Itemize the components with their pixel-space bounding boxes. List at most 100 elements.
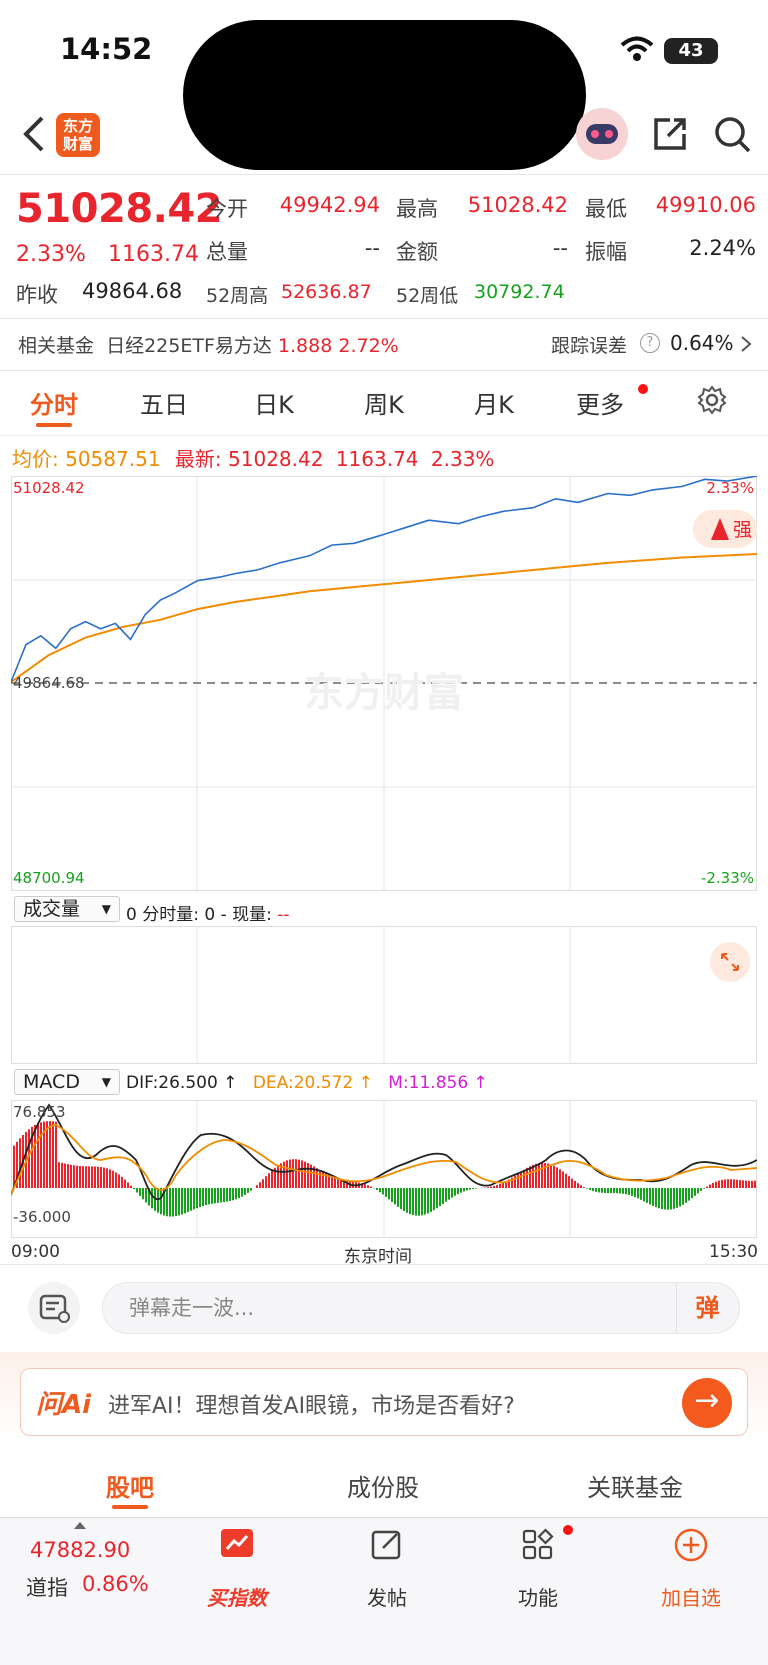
dow-index-value[interactable]: 47882.90: [30, 1538, 131, 1562]
axis-top-pct: 2.33%: [706, 479, 754, 497]
tab-weekly-k[interactable]: 周K: [364, 391, 404, 419]
macd-bar: [244, 1188, 246, 1195]
macd-bar: [217, 1188, 219, 1203]
macd-bar: [496, 1185, 498, 1188]
tab-related-funds[interactable]: 关联基金: [587, 1474, 683, 1502]
macd-bar: [652, 1188, 654, 1206]
notification-dot: [638, 384, 648, 394]
tab-five-day[interactable]: 五日: [140, 391, 188, 419]
macd-bar: [361, 1183, 363, 1188]
help-icon[interactable]: ?: [640, 333, 660, 353]
macd-bar: [46, 1121, 48, 1188]
macd-bar: [694, 1188, 696, 1196]
latest-value: 51028.42: [228, 447, 324, 471]
macd-bar: [241, 1188, 243, 1197]
macd-indicator-dropdown[interactable]: MACD ▼: [14, 1069, 120, 1095]
macd-dif: DIF:26.500 ↑: [126, 1073, 238, 1093]
macd-bar: [295, 1159, 297, 1188]
share-icon[interactable]: [650, 114, 690, 158]
macd-bar: [169, 1188, 171, 1217]
macd-bar: [748, 1180, 750, 1188]
macd-bar: [505, 1181, 507, 1188]
low-value: 49910.06: [655, 193, 756, 217]
tab-intraday[interactable]: 分时: [30, 391, 78, 419]
avg-value: 50587.51: [65, 447, 161, 471]
volume-chart[interactable]: [11, 926, 757, 1064]
macd-bar: [133, 1188, 135, 1190]
macd-bar: [715, 1181, 717, 1188]
fund-label: 相关基金: [18, 335, 95, 357]
macd-bar: [31, 1126, 33, 1188]
strong-badge[interactable]: 强: [693, 510, 757, 548]
search-icon[interactable]: [712, 114, 752, 158]
macd-bar: [574, 1180, 576, 1188]
macd-bar: [451, 1188, 453, 1198]
macd-bar: [184, 1188, 186, 1214]
back-icon[interactable]: [20, 114, 48, 158]
tab-constituents[interactable]: 成份股: [347, 1474, 419, 1502]
tab-active-indicator: [36, 423, 72, 427]
danmaku-input[interactable]: 弹幕走一波...: [102, 1282, 740, 1334]
macd-bar: [442, 1188, 444, 1204]
intraday-price-chart[interactable]: 东方财富 51028.42 49864.68 48700.94 2.33% -2…: [11, 476, 757, 891]
arrow-right-icon[interactable]: →: [682, 1378, 732, 1428]
macd-bar: [634, 1188, 636, 1198]
dynamic-island: [183, 20, 586, 170]
ai-banner[interactable]: [20, 1368, 748, 1436]
macd-chart[interactable]: 76.853 -36.000: [11, 1100, 757, 1238]
up-arrow-icon: [74, 1522, 86, 1529]
time-axis-end: 15:30: [709, 1242, 758, 1262]
macd-bar: [511, 1177, 513, 1188]
macd-bar: [415, 1188, 417, 1216]
related-fund-row[interactable]: 相关基金 日经225ETF易方达 1.888 2.72%: [18, 331, 399, 358]
macd-bar: [28, 1129, 30, 1188]
macd-bar: [52, 1121, 54, 1188]
settings-gear-icon[interactable]: [696, 384, 728, 420]
macd-bar: [697, 1188, 699, 1194]
latest-label: 最新:: [174, 447, 222, 471]
macd-bar: [193, 1188, 195, 1210]
time-axis-label: 东京时间: [344, 1247, 412, 1267]
expand-icon[interactable]: [710, 942, 750, 982]
dow-index-pct[interactable]: 0.86%: [82, 1572, 149, 1596]
macd-bar: [706, 1186, 708, 1188]
robot-assistant-icon[interactable]: [576, 108, 628, 160]
macd-bar: [736, 1179, 738, 1188]
tab-stock-forum[interactable]: 股吧: [106, 1474, 154, 1502]
app-logo[interactable]: 东方财富: [56, 113, 100, 157]
macd-bar: [100, 1167, 102, 1188]
macd-bar: [265, 1176, 267, 1188]
macd-bar: [562, 1171, 564, 1188]
macd-bar: [607, 1188, 609, 1194]
bottom-tab-indicator: [112, 1505, 148, 1509]
macd-bar: [499, 1183, 501, 1188]
macd-bar: [208, 1188, 210, 1205]
macd-bar: [307, 1163, 309, 1188]
macd-bar: [259, 1182, 261, 1188]
danmaku-send-button[interactable]: 弹: [676, 1283, 738, 1333]
macd-bar: [142, 1188, 144, 1200]
volume-indicator-dropdown[interactable]: 成交量 ▼: [14, 896, 120, 922]
macd-bar: [322, 1171, 324, 1188]
tab-more[interactable]: 更多: [576, 391, 624, 419]
macd-bar: [214, 1188, 216, 1204]
macd-bar: [226, 1188, 228, 1202]
macd-bar: [70, 1164, 72, 1188]
macd-bar: [580, 1185, 582, 1188]
tab-monthly-k[interactable]: 月K: [474, 391, 514, 419]
macd-bar: [655, 1188, 657, 1208]
chevron-right-icon[interactable]: [740, 335, 752, 357]
macd-bar: [301, 1160, 303, 1188]
macd-bar: [67, 1164, 69, 1188]
tab-daily-k[interactable]: 日K: [254, 391, 294, 419]
macd-bar: [271, 1170, 273, 1188]
open-label: 今开: [206, 197, 248, 221]
dow-index-name[interactable]: 道指: [26, 1576, 68, 1600]
danmaku-settings-icon[interactable]: [28, 1282, 80, 1334]
macd-bar: [382, 1188, 384, 1195]
tracking-error-label: 跟踪误差: [551, 335, 628, 357]
macd-bar: [211, 1188, 213, 1204]
macd-bar: [151, 1188, 153, 1209]
price-info-line: 均价: 50587.51 最新: 51028.42 1163.74 2.33%: [12, 443, 494, 472]
ai-banner-text[interactable]: 进军AI！理想首发AI眼镜，市场是否看好?: [108, 1394, 515, 1419]
